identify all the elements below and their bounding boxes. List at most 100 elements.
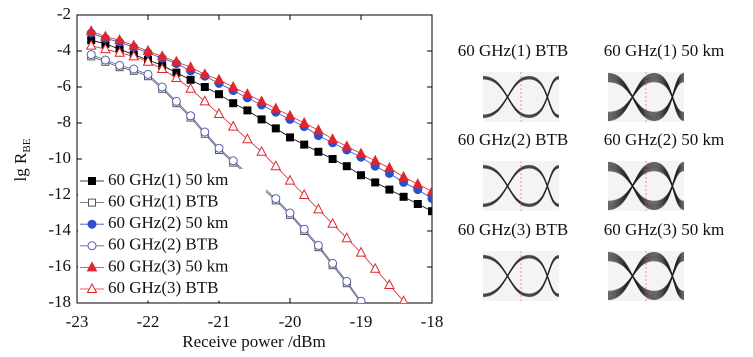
y-tick-label: -4 — [57, 40, 72, 59]
inset-label: 60 GHz(1) 50 km — [604, 41, 724, 60]
marker — [328, 134, 337, 143]
marker — [186, 84, 195, 93]
marker — [186, 62, 195, 70]
marker — [286, 209, 294, 217]
marker — [243, 134, 252, 143]
y-axis-label: lg RBE — [11, 138, 33, 181]
marker — [229, 82, 238, 91]
chart: Receive power /dBm lg RBE -2 -4 -6 -8 -10 -12… — [0, 0, 753, 357]
eye-diagram — [608, 72, 684, 122]
marker — [286, 111, 295, 120]
marker — [386, 186, 393, 193]
marker — [300, 118, 309, 127]
y-tick-label: -16 — [48, 256, 71, 275]
marker — [371, 156, 380, 165]
marker — [215, 75, 224, 84]
marker — [116, 61, 124, 69]
inset-label: 60 GHz(2) BTB — [458, 130, 568, 149]
x-tick-label: -21 — [208, 312, 231, 331]
marker — [144, 70, 152, 78]
legend-label: 60 GHz(1) BTB — [108, 192, 218, 211]
marker — [357, 149, 366, 158]
marker — [358, 172, 365, 179]
x-tick-label: -22 — [137, 312, 160, 331]
marker — [300, 225, 308, 233]
marker — [315, 148, 322, 155]
marker — [130, 65, 138, 73]
eye-diagram — [483, 72, 559, 122]
legend-marker — [89, 178, 96, 185]
eye-diagram — [608, 161, 684, 211]
marker — [215, 144, 223, 152]
marker — [301, 141, 308, 148]
marker — [414, 201, 421, 208]
marker — [329, 156, 336, 163]
marker — [187, 112, 195, 120]
series-line — [91, 31, 432, 191]
inset-label: 60 GHz(2) 50 km — [604, 130, 724, 149]
marker — [272, 125, 279, 132]
marker — [200, 96, 209, 105]
marker — [172, 97, 180, 105]
marker — [287, 134, 294, 141]
x-tick-label: -19 — [350, 312, 373, 331]
marker — [158, 83, 166, 91]
marker — [216, 91, 223, 98]
marker — [314, 125, 323, 134]
marker — [272, 195, 280, 203]
marker — [201, 128, 209, 136]
marker — [271, 104, 280, 113]
x-tick-label: -23 — [66, 312, 89, 331]
marker — [87, 51, 95, 59]
marker — [329, 259, 337, 267]
legend-label: 60 GHz(1) 50 km — [108, 170, 228, 189]
marker — [343, 163, 350, 170]
marker — [400, 193, 407, 200]
marker — [215, 109, 224, 118]
marker — [258, 116, 265, 123]
marker — [257, 147, 266, 156]
marker — [201, 84, 208, 91]
eye-diagram — [483, 251, 559, 301]
legend-label: 60 GHz(2) BTB — [108, 235, 218, 254]
marker — [187, 76, 194, 83]
marker — [243, 89, 252, 98]
marker — [343, 277, 351, 285]
x-tick-label: -18 — [421, 312, 444, 331]
marker — [257, 96, 266, 105]
legend-label: 60 GHz(2) 50 km — [108, 213, 228, 232]
y-axis-label-main: lg R — [11, 152, 30, 181]
legend-label: 60 GHz(3) 50 km — [108, 256, 228, 275]
inset-label: 60 GHz(3) BTB — [458, 220, 568, 239]
y-axis-label-sub: BE — [21, 138, 33, 152]
y-tick-label: -18 — [48, 292, 71, 311]
legend-label: 60 GHz(3) BTB — [108, 278, 218, 297]
marker — [385, 163, 394, 172]
y-tick-label: -6 — [57, 76, 71, 95]
legend-marker — [88, 220, 96, 228]
y-tick-label: -14 — [48, 220, 71, 239]
y-tick-label: -2 — [57, 4, 71, 23]
legend-marker — [88, 242, 96, 250]
inset-label: 60 GHz(3) 50 km — [604, 220, 724, 239]
y-tick-label: -10 — [48, 148, 71, 167]
y-tick-label: -8 — [57, 112, 71, 131]
marker — [314, 241, 322, 249]
eye-diagram — [483, 161, 559, 211]
inset-label: 60 GHz(1) BTB — [458, 41, 568, 60]
marker — [101, 56, 109, 64]
legend-marker — [89, 199, 96, 206]
marker — [229, 122, 238, 131]
marker — [372, 179, 379, 186]
marker — [428, 195, 436, 203]
eye-diagram — [608, 251, 684, 301]
marker — [357, 297, 365, 305]
marker — [230, 100, 237, 107]
x-tick-label: -20 — [279, 312, 302, 331]
marker — [229, 157, 237, 165]
marker — [342, 141, 351, 150]
marker — [429, 208, 436, 215]
x-axis-label: Receive power /dBm — [182, 332, 326, 351]
y-tick-label: -12 — [48, 184, 71, 203]
marker — [413, 179, 422, 188]
